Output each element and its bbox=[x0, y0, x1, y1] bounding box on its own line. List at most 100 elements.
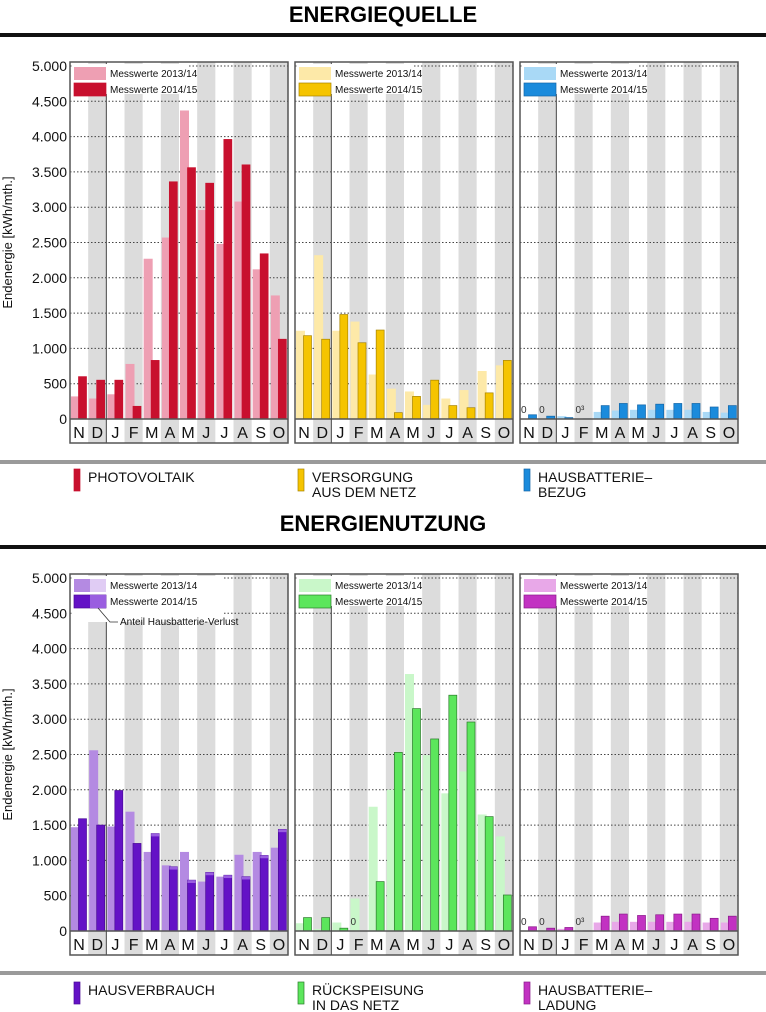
month-label: O bbox=[498, 425, 510, 442]
bar-2013-14-a bbox=[684, 921, 694, 931]
panel-frame bbox=[294, 573, 514, 956]
bar-2013-14-f bbox=[350, 898, 360, 931]
bar-2014-15-a bbox=[393, 752, 403, 932]
y-tick-label: 500 bbox=[44, 376, 68, 392]
bar-2014-15-m bbox=[600, 405, 610, 420]
key-swatch bbox=[73, 981, 81, 1005]
bar-2014-15-f bbox=[357, 342, 367, 420]
month-label: A bbox=[390, 425, 401, 442]
legend-label: Messwerte 2014/15 bbox=[335, 85, 423, 96]
bar-2013-14-m bbox=[630, 921, 639, 931]
month-stripe bbox=[719, 62, 738, 443]
month-label: M bbox=[595, 425, 608, 442]
bar-2013-14-m bbox=[180, 851, 189, 931]
key-label: VERSORGUNG bbox=[312, 469, 413, 485]
y-tick-label: 500 bbox=[44, 888, 68, 904]
bar-2013-14-o bbox=[720, 412, 730, 419]
bar-2014-15-a bbox=[618, 913, 628, 932]
bar-2013-14-a bbox=[161, 865, 171, 931]
key-label: RÜCKSPEISUNG bbox=[312, 981, 424, 998]
legend-swatch-2013-14 bbox=[74, 67, 106, 80]
bar-2013-14-j bbox=[332, 330, 342, 419]
month-label: N bbox=[298, 425, 310, 442]
key-label: AUS DEM NETZ bbox=[312, 484, 417, 500]
month-label: J bbox=[561, 425, 569, 442]
loss-label: Anteil Hausbatterie-Verlust bbox=[120, 617, 239, 628]
y-tick-label: 4.500 bbox=[32, 93, 67, 109]
month-label: D bbox=[91, 425, 103, 442]
month-label: A bbox=[687, 937, 698, 954]
month-label: M bbox=[145, 425, 158, 442]
y-tick-label: 3.500 bbox=[32, 164, 67, 180]
month-stripe bbox=[124, 62, 143, 443]
bar-battery-loss bbox=[187, 880, 196, 883]
y-tick-label: 3.000 bbox=[32, 711, 67, 727]
legend-label: Messwerte 2014/15 bbox=[335, 597, 423, 608]
zero-annotation: 0³ bbox=[576, 405, 586, 416]
zero-annotation: 0³ bbox=[576, 917, 586, 928]
bar-2014-15-j bbox=[223, 139, 233, 420]
bar-2013-14-j bbox=[423, 404, 433, 419]
y-tick-label: 3.500 bbox=[32, 676, 67, 692]
bar-2013-14-o bbox=[720, 922, 730, 931]
month-label: O bbox=[273, 937, 285, 954]
bar-2013-14-a bbox=[459, 390, 469, 419]
bar-2014-15-j bbox=[114, 790, 124, 932]
month-label: S bbox=[255, 937, 266, 954]
bar-2014-15-j bbox=[673, 913, 683, 932]
month-label: A bbox=[687, 425, 698, 442]
bar-2013-14-f bbox=[125, 363, 135, 419]
month-label: A bbox=[462, 937, 473, 954]
bar-2014-15-a bbox=[618, 403, 628, 420]
month-label: J bbox=[111, 425, 119, 442]
bar-2014-15-j bbox=[430, 379, 440, 420]
zero-annotation: 0 bbox=[539, 917, 545, 928]
y-tick-label: 4.000 bbox=[32, 641, 67, 657]
month-label: A bbox=[237, 425, 248, 442]
y-tick-label: 2.500 bbox=[32, 235, 67, 251]
bar-2014-15-o bbox=[502, 360, 512, 420]
bar-2014-15-a bbox=[393, 412, 403, 420]
bar-2013-14-n bbox=[71, 827, 80, 931]
bar-2014-15-m bbox=[375, 881, 385, 932]
section-title: ENERGIEQUELLE bbox=[289, 2, 477, 27]
legend-swatch-2014-15 bbox=[523, 82, 557, 97]
month-label: J bbox=[427, 937, 435, 954]
bar-2014-15-j bbox=[673, 403, 683, 420]
bar-2014-15-n bbox=[303, 917, 312, 932]
bar-2014-15-j bbox=[448, 694, 458, 932]
legend-label: Messwerte 2013/14 bbox=[335, 69, 423, 80]
panel-frame bbox=[519, 61, 739, 444]
month-label: A bbox=[390, 937, 401, 954]
bar-2013-14-j bbox=[423, 755, 433, 931]
y-tick-label: 1.000 bbox=[32, 340, 67, 356]
bar-battery-loss bbox=[151, 833, 160, 837]
bar-2014-15-a bbox=[241, 164, 251, 420]
month-label: F bbox=[354, 425, 364, 442]
bar-2014-15-a bbox=[466, 407, 476, 420]
month-label: M bbox=[370, 937, 383, 954]
month-label: N bbox=[298, 937, 310, 954]
legend-swatch-2014-15 bbox=[298, 82, 332, 97]
month-label: J bbox=[220, 937, 228, 954]
section-energiequelle: ENERGIEQUELLE 0 500 1.000 1.500 2.000 2.500 3.0… bbox=[0, 2, 766, 500]
month-label: M bbox=[406, 937, 419, 954]
y-tick-label: 1.500 bbox=[32, 817, 67, 833]
panel-legend: Messwerte 2013/14 Messwerte 2014/15 bbox=[522, 576, 648, 609]
y-tick-label: 5.000 bbox=[32, 58, 67, 74]
bar-2013-14-s bbox=[477, 814, 487, 931]
month-stripe bbox=[610, 574, 629, 955]
bar-2013-14-m bbox=[368, 374, 378, 419]
bar-2013-14-o bbox=[270, 295, 280, 419]
month-label: S bbox=[705, 937, 716, 954]
bar-2013-14-a bbox=[684, 409, 694, 419]
month-label: J bbox=[445, 937, 453, 954]
bar-2014-15-m bbox=[412, 396, 421, 420]
bar-2014-15-m bbox=[600, 915, 610, 932]
month-label: J bbox=[670, 937, 678, 954]
bar-2013-14-j bbox=[557, 416, 567, 419]
key-label: HAUSBATTERIE– bbox=[538, 469, 652, 485]
month-stripe bbox=[160, 574, 179, 955]
